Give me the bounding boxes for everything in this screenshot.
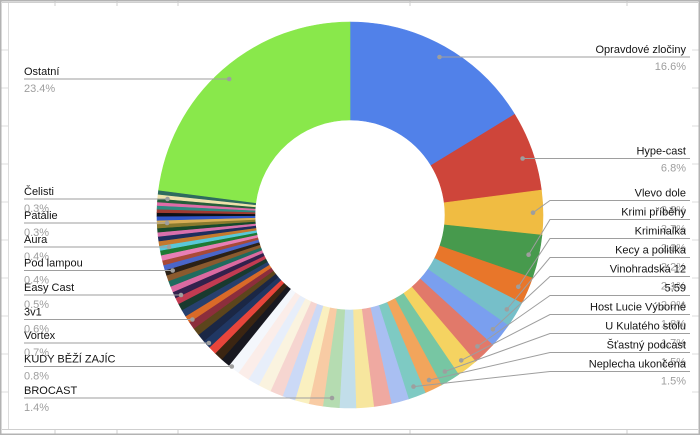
slice-callout-2: Vlevo dole 3.8% [530, 188, 690, 217]
slice-callout-37: Easy Cast 0.5% [24, 282, 184, 311]
slice-label-percent: 23.4% [24, 83, 55, 95]
slice-callout-0: Opravdové zločiny 16.6% [437, 44, 690, 73]
leader-dot [504, 307, 510, 312]
slice-callout-29: Vortex 0.7% [24, 330, 212, 359]
slice-label-name: KUDY BĚŽÍ ZAJÍC [24, 353, 116, 366]
slice-label-name: Opravdové zločiny [596, 44, 687, 56]
slice-label-percent: 0.7% [24, 347, 49, 359]
leader-dot [458, 358, 464, 363]
leader-dot [170, 268, 175, 273]
leader-dot [229, 364, 235, 369]
slice-label-percent: 0.5% [24, 299, 49, 311]
leader-dot [437, 54, 442, 60]
slice-callout-8: Host Lucie Výborné 1.8% [458, 302, 690, 363]
leader-dot [530, 210, 536, 215]
slice-label-percent: 3.8% [661, 205, 686, 217]
leader-dot [526, 252, 531, 257]
leader-dot [490, 327, 496, 332]
slice-label-name: Easy Cast [24, 282, 74, 294]
leader-dot [206, 340, 212, 346]
slice-label-name: Ostatní [24, 66, 59, 78]
slice-callout-10: Šťastný podcast 1.5% [426, 339, 690, 383]
leader-dot [166, 244, 172, 250]
leader-dot [516, 284, 521, 290]
slice-callout-42: Pod lampou 0.4% [24, 258, 175, 287]
slice-label-percent: 3.7% [661, 224, 686, 236]
slice-label-percent: 1.5% [661, 357, 686, 369]
slice-label-name: Hype-cast [636, 146, 686, 158]
slice-label-name: Aura [24, 234, 48, 246]
slice-label-percent: 2.0% [661, 300, 686, 312]
slice-label-name: Šťastný podcast [607, 339, 686, 352]
slice-callout-1: Hype-cast 6.8% [520, 146, 690, 175]
slice-callout-51: Patálie 0.3% [24, 210, 170, 239]
slice-label-percent: 0.3% [24, 203, 49, 215]
leader-dot [190, 317, 195, 322]
slice-label-name: Kriminalka [635, 226, 687, 238]
slice-label-percent: 0.4% [24, 251, 49, 263]
slice-label-name: Host Lucie Výborné [590, 302, 686, 314]
slice-callout-6: Vinohradská 12 2.1% [490, 264, 690, 332]
slice-label-percent: 1.8% [661, 319, 686, 331]
slice-label-percent: 1.5% [661, 376, 686, 388]
slice-callout-57: Čelisti 0.3% [24, 185, 170, 215]
slice-label-name: Vinohradská 12 [610, 264, 686, 276]
leader-dot [164, 220, 170, 226]
slice-callout-25: KUDY BĚŽÍ ZAJÍC 0.8% [24, 353, 235, 383]
slice-callout-3: Krimi příběhy 3.7% [526, 207, 690, 257]
leader-dot [411, 384, 416, 389]
slice-label-percent: 6.8% [661, 163, 686, 175]
slice-callout-4: Kriminalka 2.3% [516, 226, 690, 290]
slice-label-percent: 2.2% [661, 262, 686, 274]
slice-label-percent: 1.7% [661, 338, 686, 350]
slice-label-name: Patálie [24, 210, 58, 222]
slice-callout-46: Aura 0.4% [24, 234, 172, 263]
slice-label-percent: 2.3% [661, 243, 686, 255]
slice-label-name: Pod lampou [24, 258, 83, 270]
leader-dot [426, 377, 432, 383]
slice-label-name: U Kulatého stolu [605, 321, 686, 333]
slice-callout-9: U Kulatého stolu 1.7% [442, 321, 690, 374]
slice-callout-33: 3v1 0.6% [24, 307, 195, 336]
slice-label-name: Kecy a politika [615, 245, 687, 257]
slice-label-percent: 0.4% [24, 275, 49, 287]
slice-label-name: 3v1 [24, 307, 42, 319]
slice-label-name: Krimi příběhy [621, 207, 686, 219]
slice-label-percent: 0.8% [24, 371, 49, 383]
slice-label-name: Vlevo dole [635, 188, 686, 200]
leader-dot [520, 156, 525, 161]
pie-slice-ostatn[interactable] [158, 21, 351, 204]
slice-label-percent: 0.6% [24, 324, 49, 336]
leader-dot [442, 369, 448, 374]
slice-label-name: Vortex [24, 330, 56, 342]
slice-label-percent: 0.3% [24, 227, 49, 239]
slice-label-percent: 2.1% [661, 281, 686, 293]
leader-dot [226, 76, 232, 82]
slice-label-percent: 16.6% [655, 61, 686, 73]
leader-dot [475, 344, 480, 349]
slice-callout-5: Kecy a politika 2.2% [504, 245, 690, 312]
leader-dot [329, 395, 335, 401]
slice-label-name: BROCAST [24, 385, 77, 397]
slice-label-name: Čelisti [24, 185, 54, 198]
slice-callout-16: BROCAST 1.4% [24, 385, 335, 414]
slice-label-percent: 1.4% [24, 402, 49, 414]
leader-dot [178, 292, 184, 298]
leader-dot [165, 196, 170, 202]
slice-label-name: Neplecha ukončena [589, 359, 687, 371]
slice-callout-60: Ostatní 23.4% [24, 66, 232, 95]
slice-label-name: 5:59 [665, 283, 686, 295]
pie-slice-opravdov-zlo-iny[interactable] [349, 21, 516, 166]
slice-callout-7: 5:59 2.0% [475, 283, 690, 349]
